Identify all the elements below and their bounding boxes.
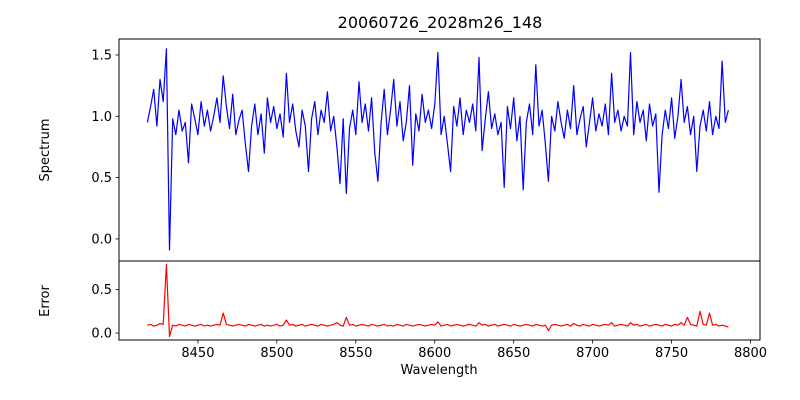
y-tick-label: 0.0 bbox=[91, 232, 112, 247]
error-panel-frame bbox=[118, 260, 761, 341]
spectrum-panel-frame bbox=[118, 38, 761, 262]
error-line bbox=[147, 263, 729, 338]
y-tick-label: 1.0 bbox=[91, 110, 112, 125]
x-axis-label: Wavelength bbox=[400, 363, 478, 378]
x-tick-label: 8600 bbox=[418, 346, 451, 361]
x-tick-label: 8700 bbox=[576, 346, 609, 361]
spectrum-line bbox=[146, 48, 729, 251]
x-tick-label: 8500 bbox=[260, 346, 293, 361]
x-tick-label: 8450 bbox=[181, 346, 214, 361]
x-tick-label: 8550 bbox=[339, 346, 372, 361]
y-tick-label: 0.5 bbox=[91, 171, 112, 186]
chart-title: 20060726_2028m26_148 bbox=[337, 13, 543, 32]
y-tick-label: 0.0 bbox=[91, 327, 112, 342]
y-tick-label: 1.5 bbox=[91, 48, 112, 63]
x-tick-label: 8650 bbox=[497, 346, 530, 361]
x-tick-label: 8750 bbox=[655, 346, 688, 361]
x-tick-label: 8800 bbox=[734, 346, 767, 361]
y-tick-label: 0.5 bbox=[91, 283, 112, 298]
